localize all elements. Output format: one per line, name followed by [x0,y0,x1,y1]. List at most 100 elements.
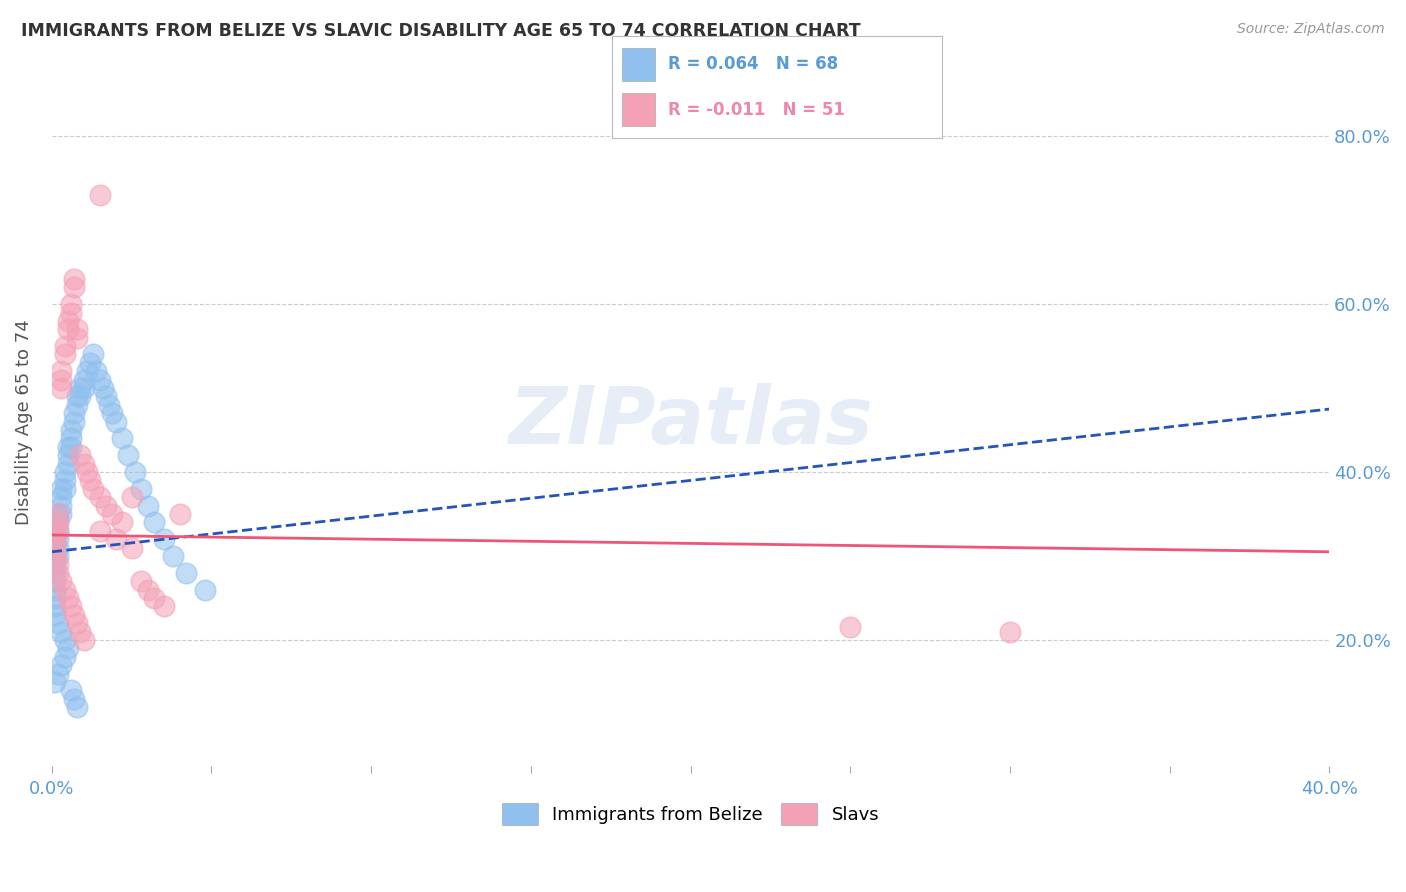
Point [53,582,76,597]
Point [59,432,82,446]
Point [51,364,73,378]
Point [101,507,124,521]
Point [66,616,89,631]
Point [44,607,66,622]
Point [63,406,86,420]
Point [69,624,91,639]
Point [94,389,117,403]
Point [66,322,89,336]
Point [82,482,104,496]
Point [73,457,96,471]
Point [129,574,152,589]
Point [111,432,134,446]
Point [46,666,69,681]
Point [59,423,82,437]
Point [56,322,79,336]
Point [51,574,73,589]
Point [76,364,98,378]
Point [63,272,86,286]
Point [98,398,121,412]
Point [44,541,66,555]
Point [59,440,82,454]
Point [73,373,96,387]
Point [46,558,69,572]
Point [59,297,82,311]
Point [152,599,174,614]
Point [86,364,108,378]
Text: R = 0.064   N = 68: R = 0.064 N = 68 [668,55,838,73]
Point [51,507,73,521]
Point [104,532,127,546]
Point [44,591,66,605]
Point [73,381,96,395]
Text: R = -0.011   N = 51: R = -0.011 N = 51 [668,101,845,119]
Point [101,406,124,420]
Point [63,280,86,294]
Point [111,516,134,530]
Point [136,582,159,597]
Point [91,381,114,395]
Text: IMMIGRANTS FROM BELIZE VS SLAVIC DISABILITY AGE 65 TO 74 CORRELATION CHART: IMMIGRANTS FROM BELIZE VS SLAVIC DISABIL… [21,22,860,40]
Point [82,347,104,361]
Point [44,541,66,555]
Point [89,490,111,504]
Point [51,373,73,387]
Text: ZIPatlas: ZIPatlas [508,383,873,460]
Point [169,507,191,521]
Point [124,465,146,479]
Point [142,591,165,605]
Point [69,448,91,462]
Point [117,448,139,462]
Point [66,331,89,345]
Point [174,566,197,580]
Point [44,524,66,538]
Point [46,566,69,580]
Point [46,549,69,563]
Point [51,499,73,513]
Point [79,474,101,488]
Point [53,482,76,496]
Point [89,188,111,202]
Point [56,448,79,462]
Point [59,599,82,614]
Point [44,532,66,546]
Point [44,558,66,572]
Point [89,373,111,387]
Point [121,490,143,504]
Point [56,440,79,454]
Point [46,541,69,555]
Point [46,516,69,530]
Point [121,541,143,555]
Point [94,499,117,513]
Point [53,474,76,488]
Point [59,683,82,698]
Point [56,457,79,471]
Point [51,482,73,496]
Point [44,549,66,563]
Point [66,398,89,412]
Point [194,582,217,597]
Point [51,624,73,639]
Point [56,641,79,656]
Point [46,507,69,521]
Point [51,381,73,395]
Text: Source: ZipAtlas.com: Source: ZipAtlas.com [1237,22,1385,37]
Point [44,599,66,614]
Point [46,524,69,538]
Point [53,465,76,479]
Point [46,532,69,546]
FancyBboxPatch shape [621,48,655,81]
Point [69,389,91,403]
FancyBboxPatch shape [621,93,655,126]
Point [56,591,79,605]
Y-axis label: Disability Age 65 to 74: Disability Age 65 to 74 [15,318,32,524]
Point [998,624,1021,639]
Point [59,305,82,319]
Point [152,532,174,546]
Point [66,700,89,714]
Point [66,389,89,403]
Point [53,339,76,353]
Point [53,649,76,664]
Point [63,691,86,706]
Point [63,415,86,429]
